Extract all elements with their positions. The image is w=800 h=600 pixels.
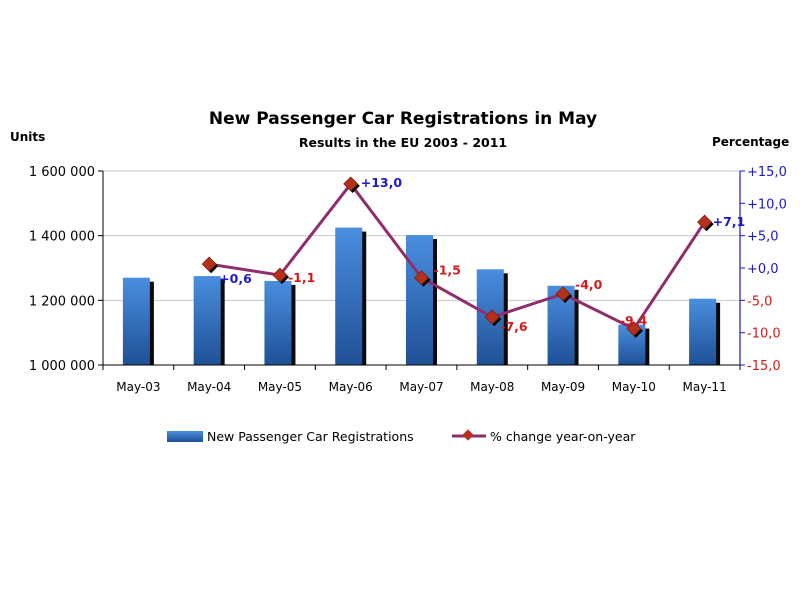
- bar-series: [122, 227, 721, 365]
- chart-subtitle: Results in the EU 2003 - 2011: [299, 135, 507, 150]
- right-y-ticks: -15,0 -10,0 -5,0 +0,0 +5,0 +10,0 +15,0: [740, 165, 787, 374]
- x-tick-label: May-11: [683, 380, 727, 394]
- right-tick-label: -15,0: [747, 359, 781, 374]
- data-label: -1,5: [434, 263, 461, 278]
- bar: [406, 235, 433, 365]
- x-ticks: May-03 May-04 May-05 May-06 May-07 May-08 May-…: [102, 365, 741, 394]
- bar: [264, 280, 292, 365]
- left-tick-label: 1 200 000: [29, 294, 95, 309]
- bar: [335, 227, 363, 365]
- x-tick-label: May-09: [541, 380, 585, 394]
- chart-title: New Passenger Car Registrations in May: [209, 109, 597, 129]
- left-axis-label: Units: [10, 130, 45, 144]
- x-tick-label: May-05: [258, 380, 302, 394]
- line-marker: [272, 267, 288, 283]
- right-tick-label: -5,0: [747, 294, 772, 309]
- x-tick-label: May-06: [329, 380, 373, 394]
- line-marker: [555, 286, 571, 302]
- right-tick-label: +15,0: [747, 165, 787, 180]
- x-tick-label: May-08: [470, 380, 514, 394]
- bar: [193, 276, 221, 365]
- left-tick-label: 1 000 000: [29, 359, 95, 374]
- line-marker: [484, 309, 500, 325]
- data-label: -7,6: [500, 319, 528, 334]
- x-tick-label: May-03: [116, 380, 160, 394]
- line-series: [201, 176, 714, 338]
- data-label: -1,1: [288, 270, 315, 285]
- legend-line-marker: [462, 429, 474, 441]
- line-marker: [626, 321, 642, 337]
- data-labels: +0,6 -1,1 +13,0 -1,5 -7,6 -4,0 -9,4 +7,1: [219, 175, 745, 334]
- bar: [122, 277, 150, 365]
- x-tick-label: May-07: [399, 380, 443, 394]
- x-tick-label: May-10: [612, 380, 656, 394]
- legend-bar-swatch: [167, 431, 203, 442]
- x-tick-label: May-04: [187, 380, 231, 394]
- data-label: +0,6: [219, 271, 252, 286]
- line-marker: [414, 270, 429, 286]
- line-marker: [697, 214, 713, 230]
- right-axis-label: Percentage: [712, 135, 789, 149]
- left-tick-label: 1 600 000: [29, 165, 95, 180]
- right-tick-label: -10,0: [747, 327, 781, 342]
- legend-bar-label: New Passenger Car Registrations: [207, 429, 414, 444]
- legend: New Passenger Car Registrations % change…: [167, 429, 636, 444]
- line-marker: [343, 176, 359, 192]
- data-label: +13,0: [361, 175, 403, 190]
- legend-line-label: % change year-on-year: [490, 429, 636, 444]
- data-label: +7,1: [713, 214, 746, 229]
- line-marker: [201, 256, 217, 272]
- bar: [689, 298, 717, 365]
- right-tick-label: +0,0: [747, 262, 779, 277]
- right-tick-label: +5,0: [747, 230, 779, 245]
- left-tick-label: 1 400 000: [29, 230, 95, 245]
- data-label: -4,0: [575, 277, 603, 292]
- left-y-ticks: 1 000 000 1 200 000 1 400 000 1 600 000: [29, 165, 103, 374]
- data-label: -9,4: [620, 313, 648, 328]
- right-tick-label: +10,0: [747, 197, 787, 212]
- line-path: [208, 182, 706, 331]
